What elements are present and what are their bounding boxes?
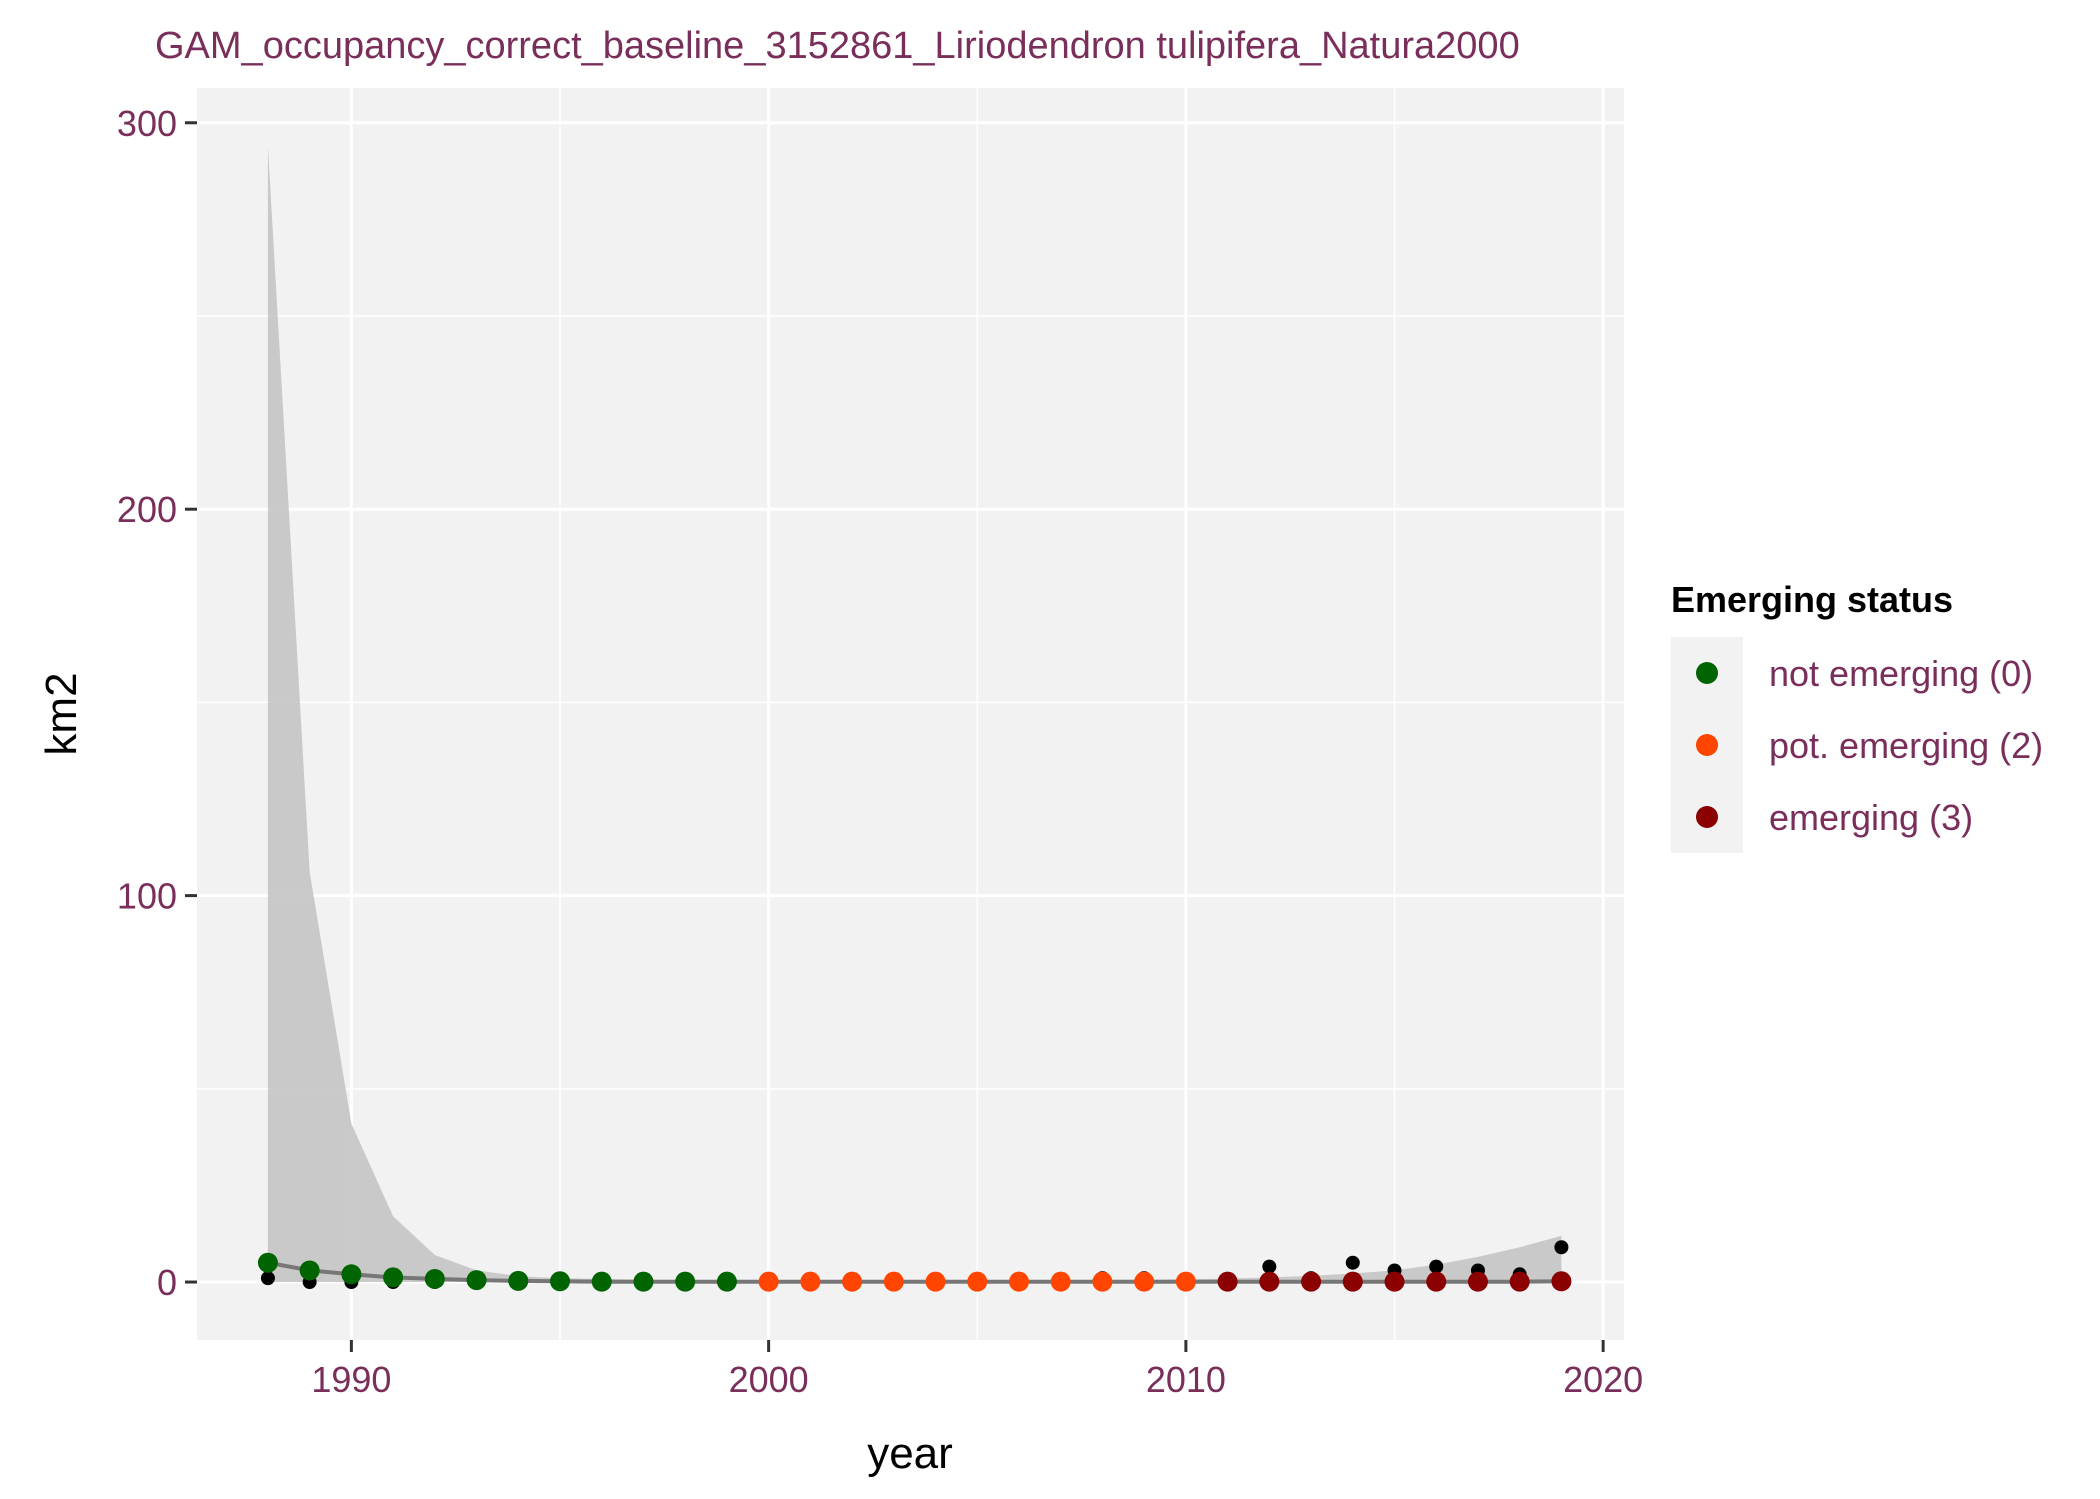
status-point xyxy=(800,1271,821,1292)
legend-items: not emerging (0) pot. emerging (2) emergin… xyxy=(1696,653,2043,838)
status-point xyxy=(299,1260,320,1281)
status-point xyxy=(508,1270,529,1291)
status-point xyxy=(1008,1271,1029,1292)
status-point xyxy=(591,1271,612,1292)
status-point xyxy=(925,1271,946,1292)
status-point xyxy=(1301,1271,1322,1292)
x-tick-label: 2000 xyxy=(729,1359,809,1400)
x-tick-label: 1990 xyxy=(311,1359,391,1400)
status-point xyxy=(1259,1271,1280,1292)
status-point xyxy=(550,1271,571,1292)
observed-point xyxy=(1262,1259,1277,1274)
status-point xyxy=(466,1270,487,1291)
grid-minor xyxy=(197,88,1624,1340)
status-point xyxy=(424,1268,445,1289)
legend-label: not emerging (0) xyxy=(1769,653,2033,694)
legend-label: emerging (3) xyxy=(1769,797,1973,838)
observed-point xyxy=(1345,1255,1360,1270)
status-point xyxy=(1050,1271,1071,1292)
status-point xyxy=(883,1271,904,1292)
status-point xyxy=(1551,1271,1572,1292)
x-axis: 1990 2000 2010 2020 xyxy=(311,1340,1643,1400)
status-point xyxy=(967,1271,988,1292)
status-point xyxy=(1175,1271,1196,1292)
status-point xyxy=(758,1271,779,1292)
legend-label: pot. emerging (2) xyxy=(1769,725,2043,766)
y-tick-label: 100 xyxy=(117,876,177,917)
status-point xyxy=(1134,1271,1155,1292)
observed-point xyxy=(1554,1240,1569,1255)
status-point xyxy=(341,1264,362,1285)
y-tick-label: 200 xyxy=(117,489,177,530)
y-tick-label: 0 xyxy=(157,1262,177,1303)
status-point xyxy=(1509,1271,1530,1292)
status-point xyxy=(1217,1271,1238,1292)
status-point xyxy=(1467,1271,1488,1292)
status-point xyxy=(842,1271,863,1292)
y-axis: 0 100 200 300 xyxy=(117,103,197,1303)
plot-panel xyxy=(197,88,1624,1340)
x-tick-label: 2020 xyxy=(1563,1359,1643,1400)
status-point xyxy=(675,1271,696,1292)
legend-swatch xyxy=(1696,662,1718,684)
x-tick-label: 2010 xyxy=(1146,1359,1226,1400)
status-point xyxy=(1426,1271,1447,1292)
status-point xyxy=(1384,1271,1405,1292)
observed-point xyxy=(1429,1259,1444,1274)
x-axis-title: year xyxy=(867,1429,953,1478)
status-point xyxy=(1092,1271,1113,1292)
chart-title: GAM_occupancy_correct_baseline_3152861_L… xyxy=(155,25,1520,67)
status-point xyxy=(383,1267,404,1288)
status-point xyxy=(257,1252,278,1273)
y-axis-title: km2 xyxy=(37,672,86,755)
legend-title: Emerging status xyxy=(1671,579,1953,620)
legend-swatch xyxy=(1696,734,1718,756)
y-tick-label: 300 xyxy=(117,103,177,144)
status-point xyxy=(1342,1271,1363,1292)
observed-point xyxy=(260,1271,275,1286)
legend-swatch xyxy=(1696,806,1718,828)
status-point xyxy=(716,1271,737,1292)
status-points xyxy=(257,1252,1572,1292)
status-point xyxy=(633,1271,654,1292)
legend: Emerging status not emerging (0) pot. eme… xyxy=(1671,579,2043,853)
